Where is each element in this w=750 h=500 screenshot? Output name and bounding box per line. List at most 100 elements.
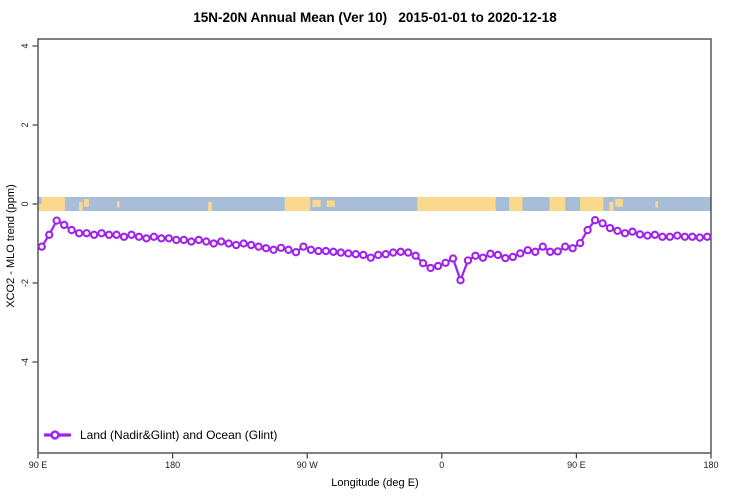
data-point-marker xyxy=(680,232,689,241)
data-point-marker xyxy=(269,245,278,254)
data-point-marker xyxy=(119,232,129,241)
y-tick-label: 2 xyxy=(20,122,30,127)
data-point-marker xyxy=(52,216,61,225)
data-point-marker xyxy=(291,248,301,257)
data-point-marker xyxy=(583,225,592,235)
data-point-marker xyxy=(598,219,607,228)
land-patch xyxy=(116,201,120,208)
land-patch xyxy=(655,201,659,208)
data-point-marker xyxy=(284,245,293,254)
data-point-marker xyxy=(590,216,600,225)
data-point-marker xyxy=(344,249,353,258)
data-point-marker xyxy=(187,237,196,246)
plot-frame xyxy=(37,38,712,454)
data-point-marker xyxy=(471,251,480,260)
data-point-marker xyxy=(538,242,547,251)
data-point-marker xyxy=(172,235,181,245)
data-point-marker xyxy=(351,250,360,259)
data-point-marker xyxy=(620,229,630,238)
data-point-marker xyxy=(456,276,465,285)
y-tick-label: -2 xyxy=(20,279,30,287)
land-patch xyxy=(615,199,623,207)
land-patch xyxy=(509,197,523,211)
data-point-marker xyxy=(254,242,263,251)
data-point-marker xyxy=(650,230,660,239)
data-point-marker xyxy=(232,240,241,250)
data-point-marker xyxy=(658,232,667,241)
data-point-marker xyxy=(546,247,555,256)
data-point-marker xyxy=(396,247,405,256)
data-point-marker xyxy=(164,234,174,243)
data-point-marker xyxy=(202,237,211,246)
data-point-marker xyxy=(60,220,69,230)
land-patch xyxy=(84,199,89,207)
land-patch xyxy=(312,199,321,207)
data-point-marker xyxy=(553,247,562,256)
data-point-marker xyxy=(97,229,106,238)
data-point-marker xyxy=(45,230,54,239)
data-point-marker xyxy=(329,247,338,256)
data-point-marker xyxy=(89,230,99,239)
y-tick-label: 0 xyxy=(20,201,30,206)
data-point-marker xyxy=(516,249,525,258)
legend: Land (Nadir&Glint) and Ocean (Glint) xyxy=(44,428,277,442)
data-point-marker xyxy=(134,232,144,241)
land-patch xyxy=(284,197,311,211)
data-point-marker xyxy=(605,223,615,233)
data-point-marker xyxy=(463,256,473,265)
data-point-marker xyxy=(314,246,323,256)
data-point-marker xyxy=(561,242,570,251)
data-point-marker xyxy=(74,229,84,238)
data-point-marker xyxy=(486,249,495,258)
data-point-marker xyxy=(306,245,316,254)
data-point-marker xyxy=(523,246,532,255)
land-patch xyxy=(609,201,614,211)
land-patch xyxy=(41,197,65,211)
data-point-marker xyxy=(665,232,675,241)
data-point-marker xyxy=(104,230,114,239)
data-point-marker xyxy=(635,230,645,239)
data-point-marker xyxy=(426,263,435,273)
x-tick-label: 180 xyxy=(703,460,718,470)
land-patch xyxy=(38,204,42,211)
data-point-marker xyxy=(149,232,159,241)
data-point-marker xyxy=(643,231,652,240)
data-point-marker xyxy=(448,254,458,263)
data-point-marker xyxy=(441,258,450,268)
data-point-marker xyxy=(209,239,218,248)
land-patch xyxy=(326,200,335,207)
data-point-marker xyxy=(531,247,540,256)
y-tick-label: 4 xyxy=(20,43,30,48)
data-point-marker xyxy=(112,230,121,239)
y-tick-label: -4 xyxy=(20,358,30,366)
data-point-marker xyxy=(299,242,308,251)
data-point-marker xyxy=(508,252,517,262)
data-point-marker xyxy=(194,235,203,245)
data-point-marker xyxy=(37,242,46,251)
data-point-marker xyxy=(478,253,488,262)
data-point-marker xyxy=(418,259,428,268)
data-point-marker xyxy=(239,239,248,248)
legend-marker-icon xyxy=(44,430,71,440)
data-point-marker xyxy=(673,231,682,240)
data-point-marker xyxy=(389,248,398,257)
chart-title: 15N-20N Annual Mean (Ver 10) 2015-01-01 … xyxy=(193,10,557,25)
data-point-marker xyxy=(224,239,233,248)
legend-label: Land (Nadir&Glint) and Ocean (Glint) xyxy=(80,428,278,442)
data-point-marker xyxy=(501,253,510,263)
data-point-marker xyxy=(67,225,76,235)
data-point-marker xyxy=(217,237,226,246)
data-point-marker xyxy=(366,253,375,262)
data-point-marker xyxy=(493,250,503,260)
data-point-marker xyxy=(276,243,286,252)
land-patch xyxy=(549,197,566,211)
data-point-marker xyxy=(359,250,368,260)
data-point-marker xyxy=(433,261,443,271)
x-axis-label: Longitude (deg E) xyxy=(331,477,419,489)
land-patch xyxy=(208,201,212,211)
x-tick-label: 90 E xyxy=(29,460,48,470)
data-point-marker xyxy=(157,234,166,243)
data-point-marker xyxy=(261,244,271,253)
